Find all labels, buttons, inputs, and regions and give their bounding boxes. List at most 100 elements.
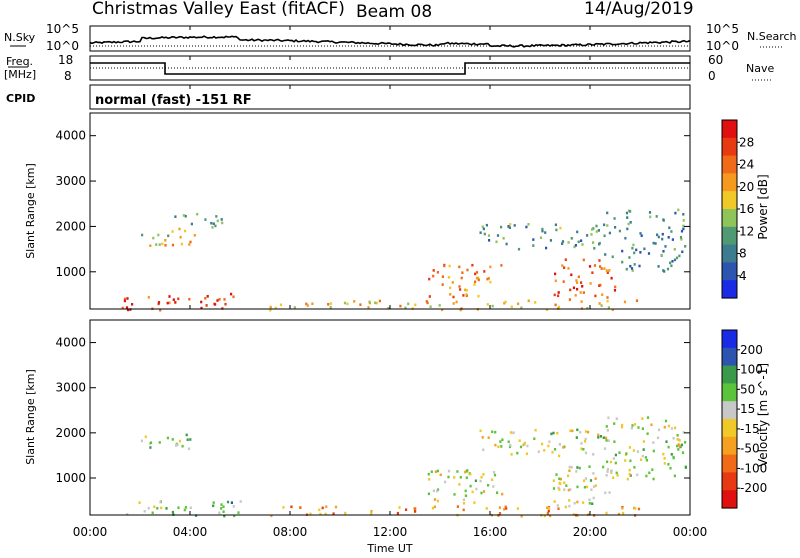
heatmap-cell — [568, 499, 571, 502]
y-tick-label: 2000 — [55, 219, 86, 233]
colorbar-swatch — [722, 209, 737, 228]
heatmap-cell — [519, 445, 523, 449]
heatmap-cell — [573, 501, 576, 505]
heatmap-cell — [650, 423, 653, 427]
heatmap-cell — [462, 294, 465, 297]
heatmap-cell — [149, 441, 153, 444]
heatmap-cell — [599, 435, 602, 438]
heatmap-cell — [218, 511, 221, 515]
heatmap-cell — [448, 469, 451, 473]
heatmap-cell — [190, 222, 193, 226]
heatmap-cell — [643, 247, 646, 251]
heatmap-cell — [174, 301, 177, 304]
heatmap-cell — [436, 488, 440, 491]
heatmap-cell — [143, 510, 146, 513]
heatmap-cell — [452, 295, 455, 299]
heatmap-cell — [214, 303, 217, 306]
heatmap-cell — [327, 303, 330, 306]
heatmap-cell — [625, 211, 629, 215]
heatmap-cell — [444, 480, 447, 484]
heatmap-cell — [568, 465, 571, 469]
heatmap-cell — [557, 294, 560, 298]
heatmap-cell — [674, 426, 677, 430]
heatmap-cell — [149, 446, 152, 449]
heatmap-cell — [582, 291, 585, 294]
heatmap-cell — [195, 514, 198, 517]
heatmap-cell — [439, 473, 442, 477]
heatmap-cell — [666, 267, 670, 271]
colorbar-swatch — [722, 401, 737, 420]
heatmap-cell — [505, 242, 508, 246]
heatmap-cell — [681, 250, 684, 254]
heatmap-cell — [570, 273, 573, 277]
heatmap-cell — [485, 507, 488, 510]
heatmap-cell — [581, 285, 584, 288]
heatmap-cell — [580, 239, 583, 242]
heatmap-cell — [507, 225, 510, 228]
heatmap-cell — [311, 302, 314, 305]
heatmap-cell — [613, 217, 616, 220]
heatmap-cell — [657, 428, 661, 432]
heatmap-cell — [592, 453, 595, 456]
heatmap-cell — [471, 263, 474, 267]
colorbar-tick-label: 50 — [740, 382, 755, 396]
heatmap-cell — [180, 242, 183, 246]
heatmap-cell — [126, 308, 130, 312]
heatmap-cell — [675, 256, 679, 260]
heatmap-cell — [448, 264, 451, 268]
heatmap-cell — [157, 233, 160, 237]
heatmap-cell — [512, 431, 515, 434]
heatmap-cell — [436, 499, 439, 503]
date-label: 14/Aug/2019 — [584, 0, 694, 19]
heatmap-cell — [306, 304, 309, 307]
cpid-value: normal (fast) -151 RF — [95, 93, 252, 108]
heatmap-cell — [344, 511, 347, 515]
heatmap-cell — [185, 433, 188, 437]
heatmap-cell — [346, 302, 349, 306]
heatmap-cell — [567, 267, 570, 270]
heatmap-cell — [668, 226, 671, 230]
heatmap-cell — [474, 280, 477, 284]
heatmap-cell — [641, 454, 644, 458]
heatmap-cell — [486, 303, 489, 306]
heatmap-cell — [290, 505, 293, 509]
heatmap-cell — [642, 448, 645, 451]
colorbar-tick-label: 12 — [739, 224, 754, 238]
heatmap-cell — [568, 504, 571, 508]
heatmap-cell — [503, 301, 506, 305]
heatmap-cell — [155, 243, 158, 246]
heatmap-cell — [141, 233, 144, 237]
heatmap-cell — [459, 288, 462, 291]
x-tick-label: 12:00 — [373, 525, 408, 539]
heatmap-cell — [164, 239, 167, 242]
heatmap-cell — [498, 512, 502, 515]
station-title: Christmas Valley East (fitACF) — [92, 0, 345, 19]
heatmap-cell — [465, 470, 468, 473]
heatmap-cell — [172, 298, 175, 301]
heatmap-cell — [672, 456, 675, 460]
colorbar-swatch — [722, 419, 737, 438]
heatmap-cell — [491, 478, 494, 481]
heatmap-cell — [496, 234, 500, 237]
heatmap-cell — [181, 444, 184, 448]
heatmap-cell — [664, 245, 667, 248]
colorbar-swatch — [722, 120, 737, 139]
heatmap-cell — [305, 302, 308, 306]
heatmap-cell — [632, 449, 635, 452]
heatmap-cell — [215, 215, 218, 218]
heatmap-cell — [652, 441, 655, 444]
heatmap-cell — [576, 466, 579, 469]
heatmap-cell — [407, 302, 410, 306]
heatmap-cell — [597, 229, 600, 232]
heatmap-cell — [628, 256, 631, 259]
heatmap-cell — [458, 483, 461, 486]
heatmap-cell — [588, 465, 591, 468]
heatmap-cell — [629, 264, 632, 268]
heatmap-cell — [591, 228, 594, 231]
heatmap-cell — [480, 476, 483, 479]
heatmap-cell — [670, 264, 673, 268]
heatmap-cell — [507, 440, 510, 444]
heatmap-cell — [633, 251, 636, 255]
heatmap-cell — [433, 505, 436, 509]
